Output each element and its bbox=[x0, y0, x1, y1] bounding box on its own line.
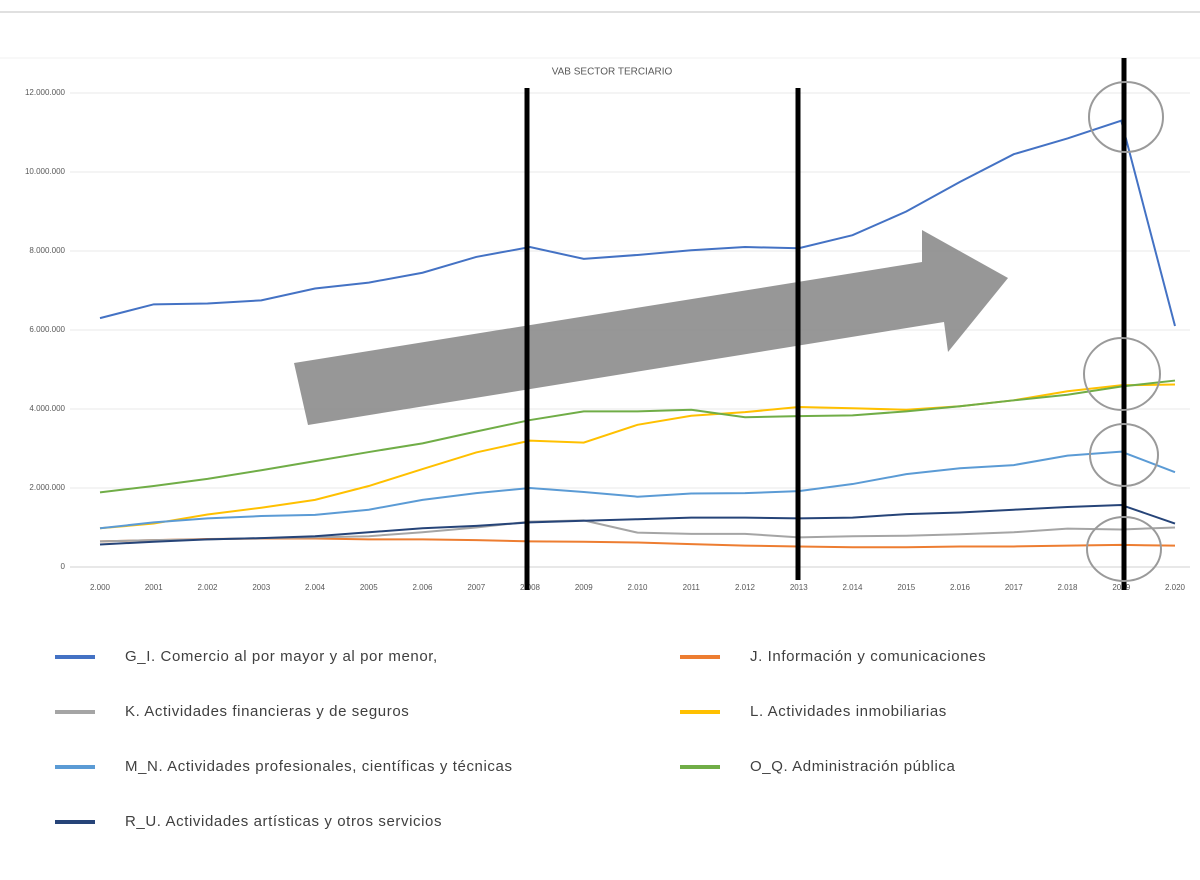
trend-arrow bbox=[294, 230, 1008, 425]
x-tick-label: 2003 bbox=[252, 583, 270, 592]
highlight-circle bbox=[1089, 423, 1159, 487]
x-tick-label: 2.010 bbox=[627, 583, 648, 592]
series-line bbox=[99, 537, 1176, 549]
highlight-circle bbox=[1083, 337, 1161, 411]
y-tick-label: 8.000.000 bbox=[29, 246, 65, 255]
x-tick-label: 2.006 bbox=[412, 583, 433, 592]
x-tick-label: 2001 bbox=[145, 583, 163, 592]
series-line bbox=[99, 383, 1176, 530]
x-tick-label: 2.008 bbox=[520, 583, 541, 592]
legend-label: K. Actividades financieras y de seguros bbox=[125, 703, 409, 720]
series-line bbox=[99, 379, 1176, 494]
x-tick-label: 2013 bbox=[790, 583, 808, 592]
x-tick-label: 2015 bbox=[897, 583, 915, 592]
x-tick-label: 2.018 bbox=[1057, 583, 1078, 592]
x-tick-label: 2.016 bbox=[950, 583, 971, 592]
legend-label: J. Información y comunicaciones bbox=[750, 648, 986, 665]
annotations bbox=[294, 58, 1164, 590]
y-tick-label: 0 bbox=[61, 562, 66, 571]
y-tick-label: 10.000.000 bbox=[25, 167, 66, 176]
y-tick-label: 12.000.000 bbox=[25, 88, 66, 97]
highlight-circle bbox=[1086, 516, 1162, 582]
y-tick-label: 2.000.000 bbox=[29, 483, 65, 492]
x-tick-label: 2017 bbox=[1005, 583, 1023, 592]
x-tick-label: 2.002 bbox=[197, 583, 218, 592]
series-line bbox=[99, 450, 1176, 530]
series-line bbox=[99, 503, 1176, 546]
y-tick-label: 6.000.000 bbox=[29, 325, 65, 334]
x-tick-label: 2011 bbox=[683, 583, 701, 592]
legend-label: G_I. Comercio al por mayor y al por meno… bbox=[125, 648, 438, 665]
x-tick-label: 2.004 bbox=[305, 583, 326, 592]
x-tick-label: 2.014 bbox=[842, 583, 863, 592]
x-tick-label: 2.000 bbox=[90, 583, 111, 592]
chart-title: VAB SECTOR TERCIARIO bbox=[552, 67, 673, 78]
legend-label: O_Q. Administración pública bbox=[750, 758, 956, 775]
series-line bbox=[99, 119, 1176, 327]
legend-label: M_N. Actividades profesionales, científi… bbox=[125, 758, 513, 775]
legend-label: L. Actividades inmobiliarias bbox=[750, 703, 947, 720]
highlight-circle bbox=[1088, 81, 1164, 153]
x-tick-label: 2007 bbox=[467, 583, 485, 592]
x-tick-label: 2009 bbox=[575, 583, 593, 592]
y-tick-label: 4.000.000 bbox=[29, 404, 65, 413]
x-tick-label: 2005 bbox=[360, 583, 378, 592]
x-tick-label: 2.020 bbox=[1165, 583, 1186, 592]
legend-label: R_U. Actividades artísticas y otros serv… bbox=[125, 813, 442, 830]
x-tick-label: 2.012 bbox=[735, 583, 756, 592]
